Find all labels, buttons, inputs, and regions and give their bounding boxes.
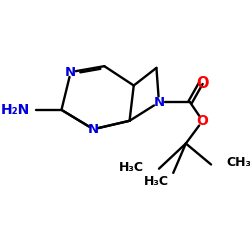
Text: H₃C: H₃C (144, 175, 169, 188)
Text: H₂N: H₂N (1, 103, 30, 117)
Text: O: O (196, 76, 209, 91)
Text: O: O (197, 114, 208, 128)
Text: N: N (88, 123, 99, 136)
Text: N: N (65, 66, 76, 78)
Text: CH₃: CH₃ (226, 156, 250, 169)
Text: H₃C: H₃C (119, 160, 144, 173)
Text: N: N (154, 96, 164, 109)
